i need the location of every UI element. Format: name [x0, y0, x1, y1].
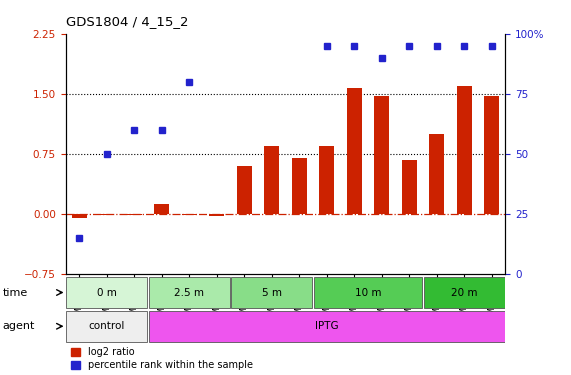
Text: agent: agent: [3, 321, 35, 331]
Bar: [149, 277, 230, 308]
Bar: [72, 214, 87, 218]
Bar: [314, 277, 422, 308]
Bar: [182, 214, 197, 215]
Text: 5 m: 5 m: [262, 288, 282, 297]
Text: time: time: [3, 288, 28, 297]
Bar: [149, 311, 505, 342]
Bar: [209, 214, 224, 216]
Bar: [127, 214, 142, 215]
Bar: [424, 277, 505, 308]
Bar: [231, 277, 312, 308]
Bar: [347, 88, 362, 214]
Text: 2.5 m: 2.5 m: [174, 288, 204, 297]
Bar: [319, 146, 334, 214]
Bar: [264, 146, 279, 214]
Text: IPTG: IPTG: [315, 321, 339, 331]
Legend: log2 ratio, percentile rank within the sample: log2 ratio, percentile rank within the s…: [71, 347, 253, 370]
Bar: [66, 311, 147, 342]
Bar: [237, 166, 252, 214]
Bar: [154, 204, 170, 214]
Bar: [292, 158, 307, 214]
Text: 0 m: 0 m: [97, 288, 117, 297]
Text: 10 m: 10 m: [355, 288, 381, 297]
Bar: [457, 86, 472, 214]
Text: 20 m: 20 m: [451, 288, 477, 297]
Text: control: control: [89, 321, 125, 331]
Bar: [66, 277, 147, 308]
Text: GDS1804 / 4_15_2: GDS1804 / 4_15_2: [66, 15, 188, 28]
Bar: [484, 96, 499, 214]
Bar: [99, 214, 114, 215]
Bar: [374, 96, 389, 214]
Bar: [401, 160, 417, 214]
Bar: [429, 134, 444, 214]
